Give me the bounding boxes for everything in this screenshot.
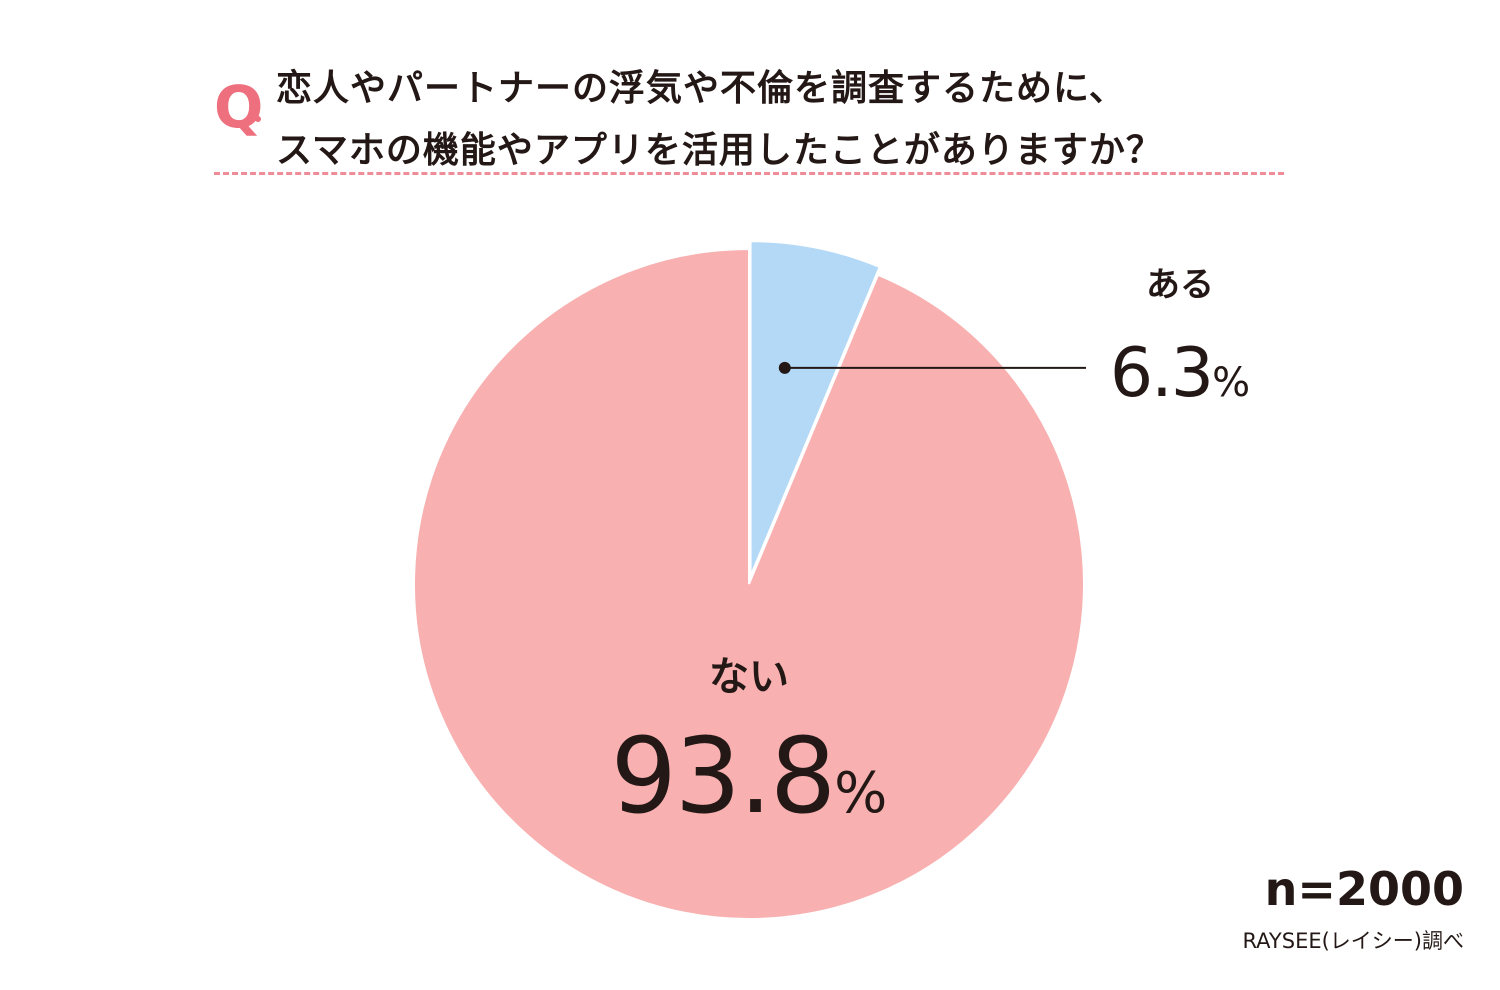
question-mark-dot xyxy=(255,116,261,122)
source-note: RAYSEE(レイシー)調べ xyxy=(1242,929,1464,953)
sample-size: n=2000 xyxy=(1264,862,1464,916)
question-line-1: 恋人やパートナーの浮気や不倫を調査するために、 xyxy=(276,68,1126,109)
value-label-2: 93.8% xyxy=(611,715,888,837)
category-label-1: ある xyxy=(1146,265,1214,305)
category-label-2: ない xyxy=(709,654,789,700)
question-mark-icon: Q xyxy=(214,73,264,141)
question-text: 恋人やパートナーの浮気や不倫を調査するために、 スマホの機能やアプリを活用したこ… xyxy=(276,58,1316,182)
value-label-1: 6.3% xyxy=(1110,334,1250,413)
question-line-2: スマホの機能やアプリを活用したことがありますか？ xyxy=(276,130,1163,171)
pie-slice-2 xyxy=(413,247,1085,920)
question-divider xyxy=(214,172,1284,175)
pie-slice-1 xyxy=(749,240,881,577)
